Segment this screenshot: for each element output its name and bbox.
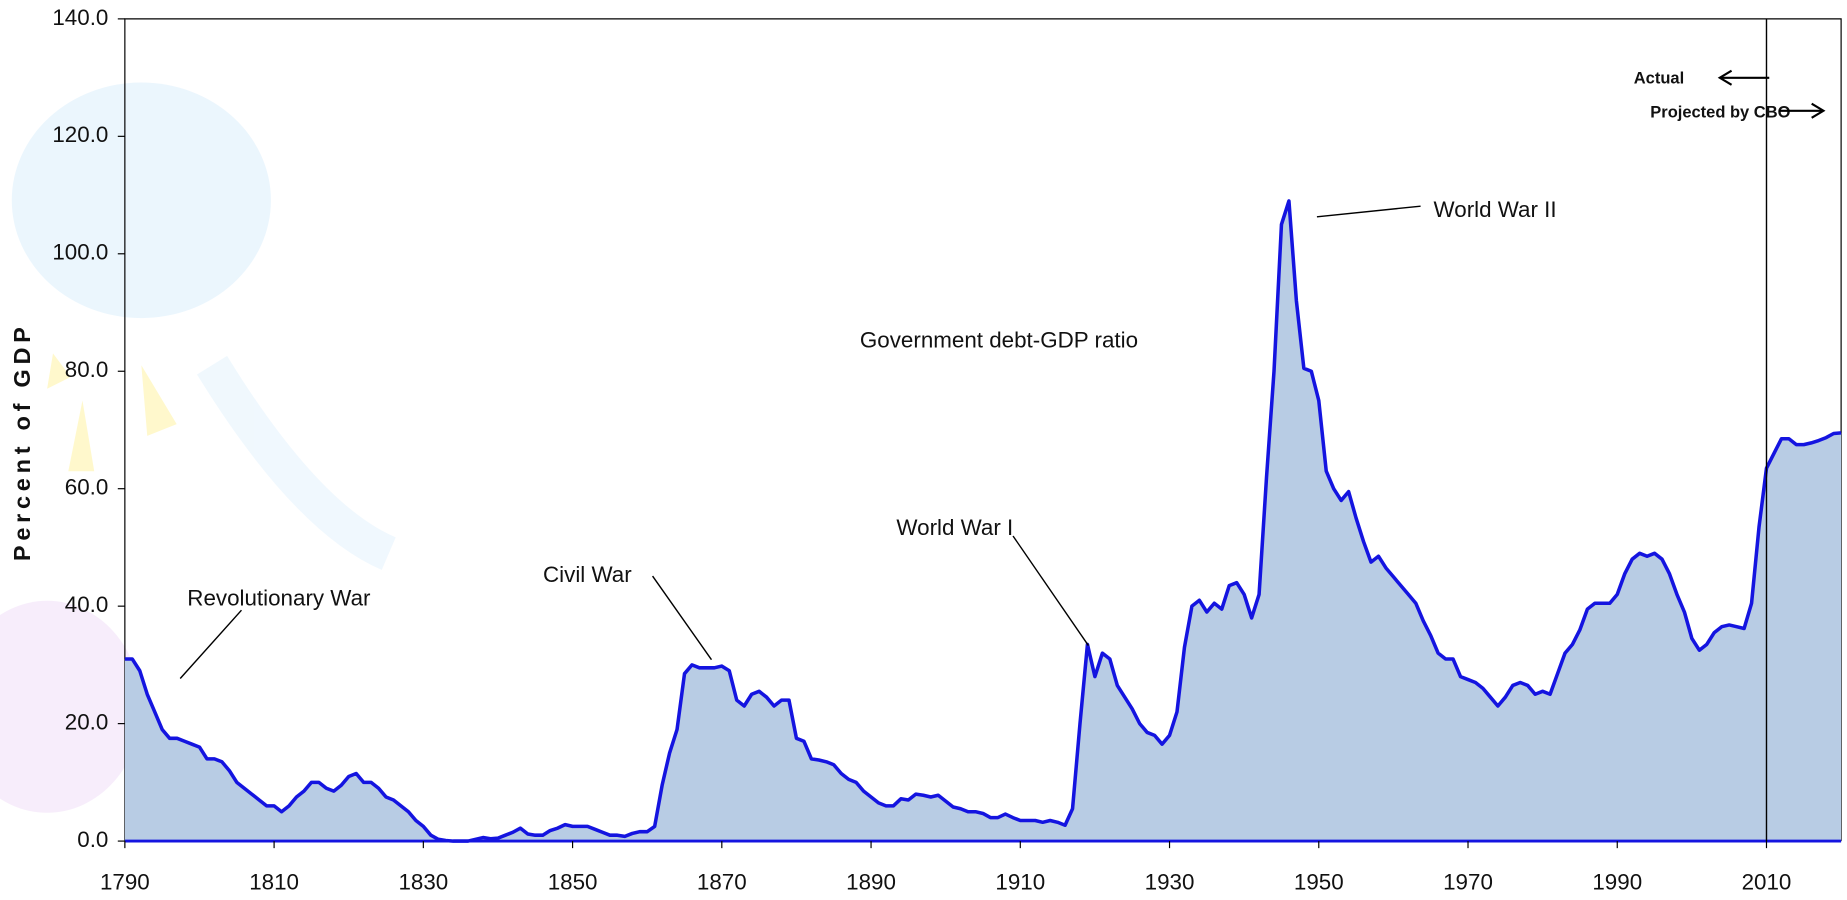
annotation: World War I [896,515,1013,540]
background-decoration [0,82,389,812]
x-tick-label: 1850 [548,869,598,894]
y-axis-label: Percent of GDP [9,322,35,561]
page: {"chart_data": {"type": "area", "y_label… [0,0,1847,900]
x-tick-label: 1870 [697,869,747,894]
x-tick-label: 1910 [995,869,1045,894]
x-tick-label: 1790 [100,869,150,894]
annotation-leader [180,610,241,678]
x-tick-label: 1950 [1294,869,1344,894]
y-tick-label: 100.0 [52,240,108,265]
x-tick-label: 1890 [846,869,896,894]
y-tick-label: 60.0 [65,475,109,500]
y-tick-label: 40.0 [65,592,109,617]
y-tick-label: 140.0 [52,5,108,30]
annotation-leader [1317,206,1421,217]
annotation: Projected by CBO [1650,103,1790,121]
annotation: Civil War [543,562,632,587]
annotation: Revolutionary War [187,586,371,611]
y-tick-label: 80.0 [65,357,109,382]
annotation: Actual [1634,69,1684,87]
y-tick-label: 20.0 [65,710,109,735]
x-tick-label: 2010 [1742,869,1792,894]
series-label: Government debt-GDP ratio [860,328,1138,353]
x-tick-label: 1810 [249,869,299,894]
y-tick-label: 0.0 [77,827,108,852]
chart: Percent of GDP Government debt-GDP ratio… [0,0,1847,900]
y-tick-label: 120.0 [52,122,108,147]
x-tick-label: 1990 [1592,869,1642,894]
annotation-leader [1013,536,1088,646]
x-tick-label: 1970 [1443,869,1493,894]
x-tick-label: 1930 [1145,869,1195,894]
annotation-leader [653,576,712,660]
x-tick-label: 1830 [398,869,448,894]
annotation: World War II [1434,197,1557,222]
